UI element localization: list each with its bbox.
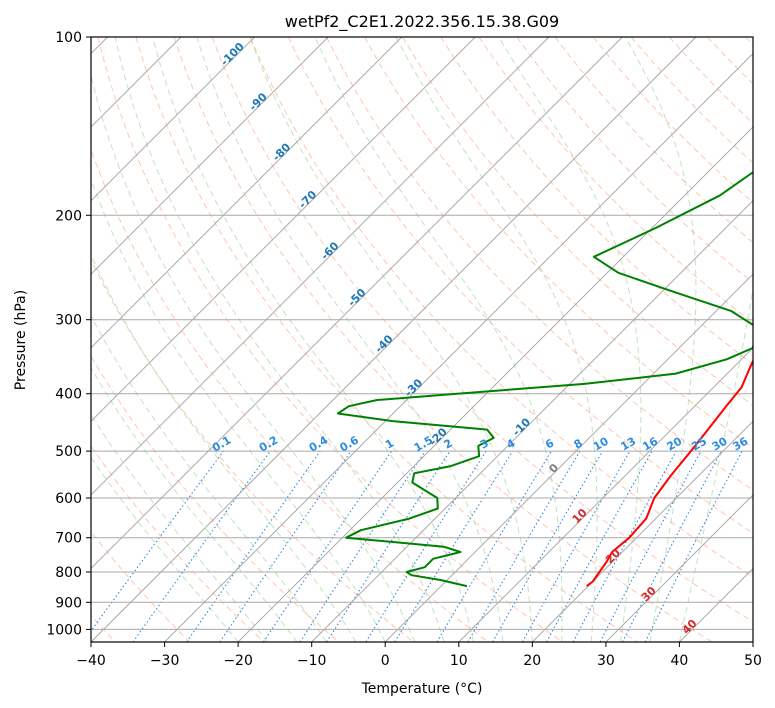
- mixing-ratio-line: [263, 450, 392, 642]
- y-tick-label: 300: [55, 313, 82, 329]
- dry-adiabat-line: [173, 37, 713, 642]
- isotherm-line: [164, 52, 753, 642]
- moist-adiabat-line: [91, 367, 298, 642]
- mixing-ratio-line: [132, 450, 271, 642]
- dry-adiabat-line: [326, 37, 753, 491]
- mixing-ratio-line: [644, 450, 743, 642]
- dry-adiabat-line: [554, 37, 753, 244]
- y-tick-label: 600: [55, 491, 82, 507]
- mixing-ratio-line: [186, 450, 321, 642]
- y-axis-label: Pressure (hPa): [13, 290, 29, 390]
- dry-adiabat-line: [91, 445, 265, 642]
- y-tick-label: 400: [55, 387, 82, 403]
- y-tick-label: 500: [55, 444, 82, 460]
- dewpoint-profile-line: [336, 170, 753, 588]
- y-tick-label: 200: [55, 208, 82, 224]
- y-axis: 100 200 300 400 500 600 700 800 900 1000: [46, 30, 91, 638]
- dry-adiabat-line: [249, 37, 753, 578]
- dry-adiabat-line: [287, 37, 753, 534]
- y-tick-label: 900: [55, 595, 82, 611]
- mixing-ratio-line: [91, 450, 224, 632]
- x-tick-label: 30: [597, 653, 615, 669]
- mixing-ratio-line: [522, 450, 631, 642]
- dry-adiabat-line: [211, 37, 753, 623]
- moist-adiabat-line: [249, 37, 533, 642]
- x-tick-label: −20: [223, 653, 253, 669]
- y-tick-label: 700: [55, 531, 82, 547]
- x-tick-label: −40: [76, 653, 106, 669]
- moist-adiabat-line: [114, 37, 445, 642]
- chart-title: wetPf2_C2E1.2022.356.15.38.G09: [285, 12, 559, 32]
- x-tick-label: 40: [670, 653, 688, 669]
- mixing-ratio-line: [219, 450, 352, 642]
- isotherm-line: [91, 37, 476, 423]
- isotherm-line: [91, 37, 550, 496]
- plot-frame: [90, 36, 754, 643]
- moist-adiabat-line: [678, 285, 753, 642]
- mixing-ratio-line: [299, 450, 426, 642]
- isotherm-line: [237, 126, 753, 642]
- dry-adiabat-line: [592, 37, 753, 204]
- moist-adiabat-line: [624, 37, 697, 642]
- isotherm-line: [458, 347, 753, 642]
- isotherm-line: [91, 37, 697, 642]
- y-tick-label: 800: [55, 565, 82, 581]
- x-tick-label: 10: [450, 653, 468, 669]
- dry-adiabat-line: [97, 37, 563, 642]
- y-tick-label: 1000: [46, 622, 82, 638]
- x-tick-label: −30: [150, 653, 180, 669]
- isotherm-line: [531, 420, 753, 642]
- isotherm-line: [91, 37, 623, 570]
- background-lines: [91, 37, 753, 642]
- x-tick-label: 0: [381, 653, 390, 669]
- x-axis-label: Temperature (°C): [361, 681, 483, 697]
- isotherm-line: [91, 37, 329, 275]
- moist-adiabat-line: [91, 73, 416, 642]
- mixing-ratio-line: [394, 450, 514, 642]
- moist-adiabat-line: [91, 253, 357, 642]
- profile-series: [336, 170, 753, 588]
- dry-adiabat-line: [402, 37, 753, 407]
- x-tick-label: 20: [523, 653, 541, 669]
- temperature-profile-line: [586, 358, 753, 587]
- isotherm-line: [91, 37, 256, 202]
- x-axis: −40 −30 −20 −10 0 10 20 30 40 50: [76, 642, 762, 669]
- x-tick-label: −10: [297, 653, 327, 669]
- dry-adiabat-line: [135, 37, 638, 642]
- moist-adiabat-line: [91, 456, 239, 642]
- moist-adiabat-line: [152, 37, 474, 642]
- moist-adiabat-line: [498, 37, 642, 642]
- isotherm-line: [384, 273, 753, 642]
- moist-adiabat-line: [314, 37, 563, 642]
- mixing-ratio-line: [326, 450, 451, 642]
- moist-adiabat-line: [91, 314, 327, 642]
- moist-adiabat-line: [196, 37, 504, 642]
- mixing-ratio-line: [546, 450, 653, 642]
- moist-adiabat-line: [395, 37, 598, 642]
- isotherm-line: [91, 37, 403, 349]
- y-tick-label: 100: [55, 30, 82, 46]
- dry-adiabat-line: [91, 355, 340, 642]
- dry-adiabat-line: [440, 37, 753, 365]
- isotherm-line: [605, 494, 753, 642]
- dry-adiabat-line: [91, 148, 489, 642]
- isotherm-line: [311, 199, 753, 642]
- mixing-ratio-line: [572, 450, 677, 642]
- pressure-grid: [91, 37, 753, 642]
- moist-adiabat-line: [91, 413, 268, 642]
- x-tick-label: 50: [744, 653, 762, 669]
